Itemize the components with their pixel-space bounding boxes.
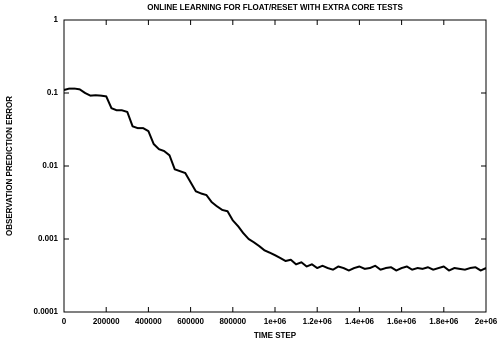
x-tick-label: 1.8e+06 [429, 317, 459, 326]
x-tick-label: 400000 [135, 317, 162, 326]
x-tick-label: 0 [62, 317, 67, 326]
x-tick-label: 800000 [219, 317, 246, 326]
data-line [63, 87, 487, 272]
y-tick-label: 0.001 [38, 234, 59, 243]
y-tick-label: 0.01 [42, 161, 58, 170]
x-tick-label: 600000 [177, 317, 204, 326]
x-tick-label: 1.2e+06 [303, 317, 333, 326]
y-tick-label: 0.0001 [34, 307, 59, 316]
x-tick-label: 2e+06 [475, 317, 498, 326]
chart-title: ONLINE LEARNING FOR FLOAT/RESET WITH EXT… [147, 3, 403, 12]
y-tick-label: 1 [54, 15, 59, 24]
x-tick-label: 200000 [93, 317, 120, 326]
x-tick-label: 1.4e+06 [345, 317, 375, 326]
y-tick-label: 0.1 [47, 88, 59, 97]
y-axis-label: OBSERVATION PREDICTION ERROR [5, 96, 14, 236]
x-tick-label: 1.6e+06 [387, 317, 417, 326]
x-axis-label: TIME STEP [254, 331, 297, 340]
x-tick-label: 1e+06 [264, 317, 287, 326]
